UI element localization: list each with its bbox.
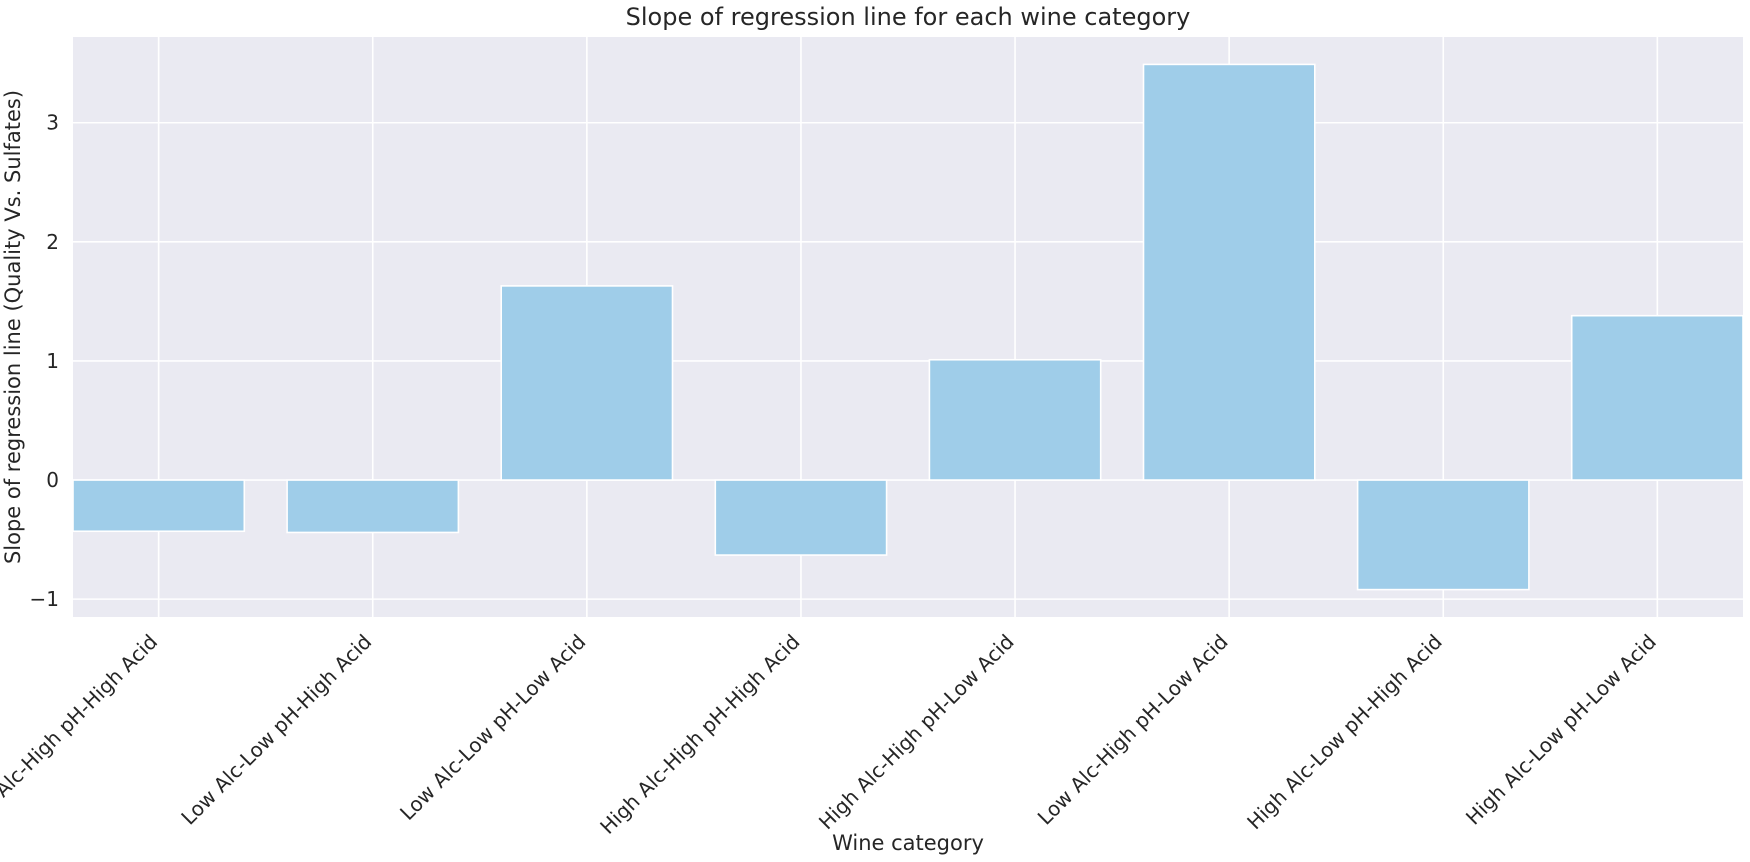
- y-axis-label: Slope of regression line (Quality Vs. Su…: [1, 90, 25, 564]
- x-tick-label: Low Alc-Low pH-High Acid: [176, 630, 376, 830]
- x-tick-labels: Low Alc-High pH-High Acid Low Alc-Low pH-…: [0, 630, 1661, 839]
- bar: [1356, 479, 1530, 591]
- x-tick-label: Low Alc-High pH-Low Acid: [1033, 630, 1233, 830]
- x-tick-label: High Alc-Low pH-High Acid: [1242, 630, 1447, 835]
- y-tick-label: 3: [46, 111, 59, 135]
- chart-title: Slope of regression line for each wine c…: [626, 3, 1191, 31]
- x-tick-label: Low Alc-Low pH-Low Acid: [395, 630, 590, 825]
- bar: [1142, 63, 1316, 481]
- bar: [1570, 314, 1744, 481]
- bar: [928, 358, 1102, 481]
- y-tick-label: 0: [46, 468, 59, 492]
- x-tick-label: High Alc-High pH-High Acid: [595, 630, 804, 839]
- x-tick-label: High Alc-Low pH-Low Acid: [1461, 630, 1661, 830]
- y-tick-labels: −1 0 1 2 3: [30, 111, 59, 611]
- bar: [714, 479, 888, 556]
- bar: [286, 479, 460, 534]
- bar: [72, 479, 246, 533]
- x-axis-label: Wine category: [832, 831, 984, 855]
- y-tick-label: −1: [30, 587, 59, 611]
- y-tick-label: 2: [46, 230, 59, 254]
- x-tick-label: High Alc-High pH-Low Acid: [814, 630, 1019, 835]
- y-tick-label: 1: [46, 349, 59, 373]
- bars: [72, 63, 1744, 591]
- x-tick-label: Low Alc-High pH-High Acid: [0, 630, 162, 835]
- bar: [500, 285, 674, 481]
